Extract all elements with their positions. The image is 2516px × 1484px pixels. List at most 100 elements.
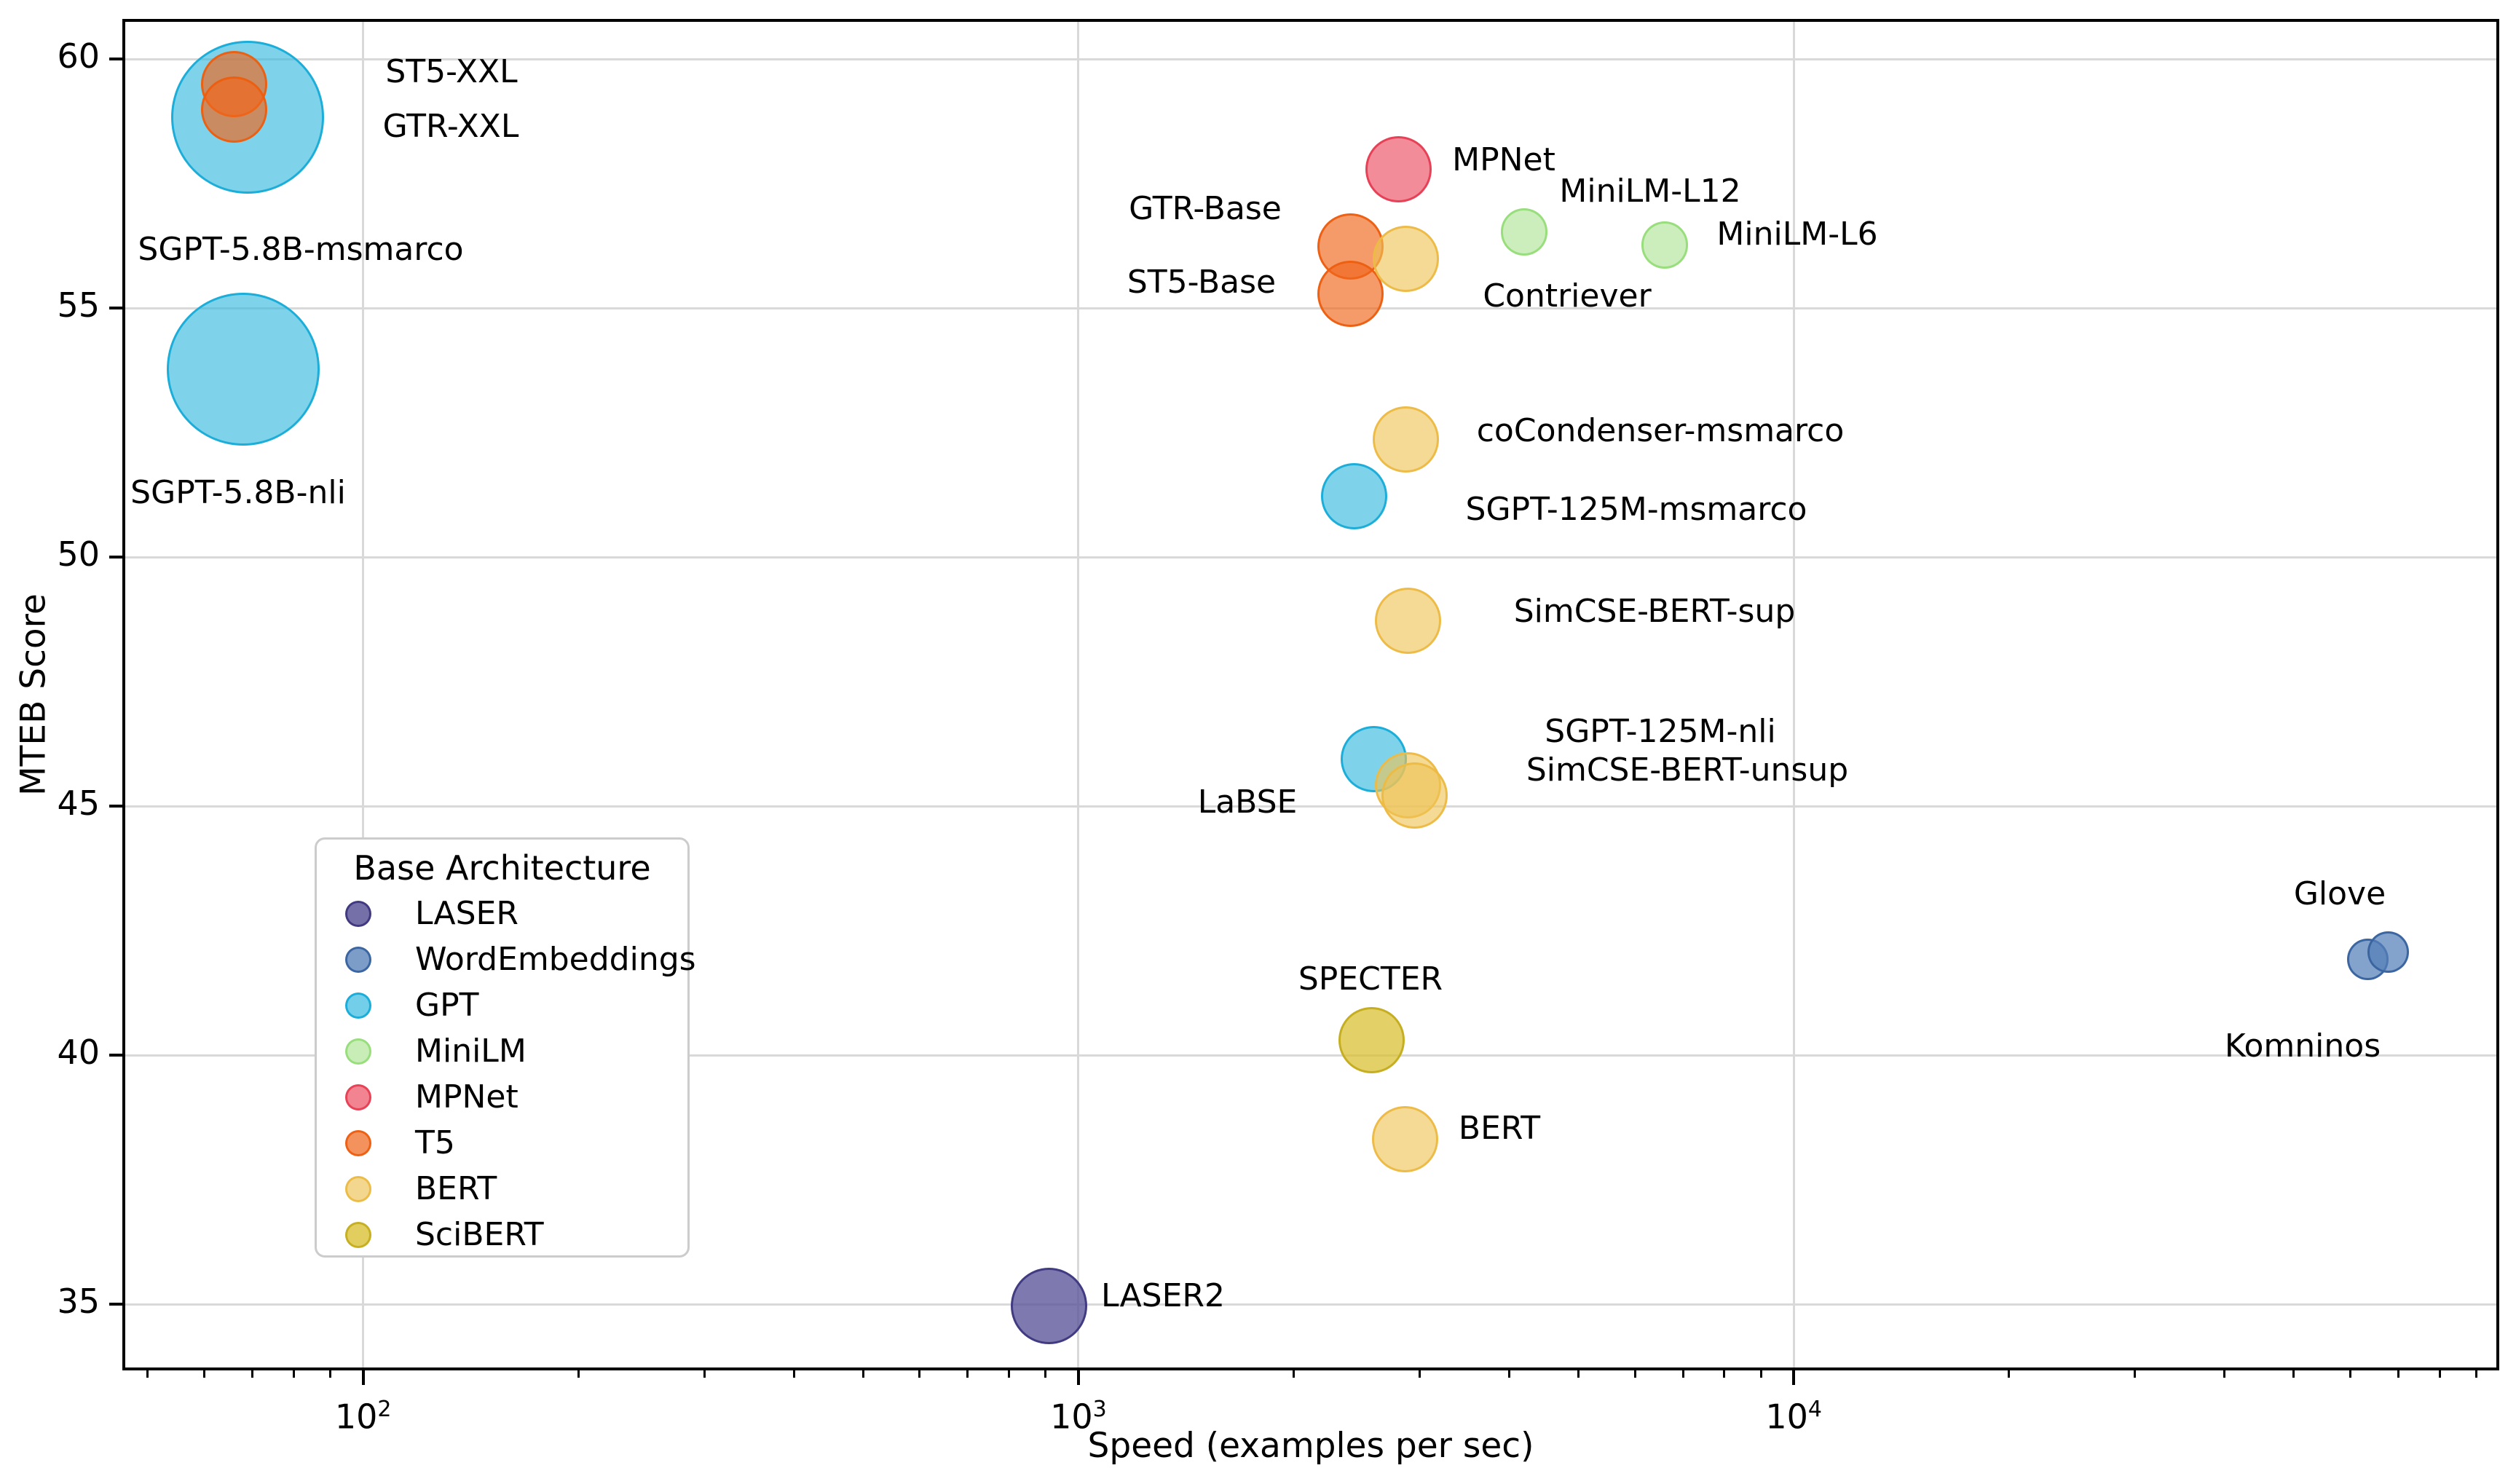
x-minor-tick-3000 <box>1419 1367 1421 1378</box>
y-tick-40 <box>109 1054 125 1057</box>
legend-item-label-minilm: MiniLM <box>415 1033 527 1070</box>
x-minor-tick-2000 <box>1293 1367 1296 1378</box>
y-tick-label-60: 60 <box>57 36 100 76</box>
legend-item-label-gpt: GPT <box>415 987 479 1024</box>
legend-item-t5: T5 <box>317 1124 692 1161</box>
bubble-specter <box>1338 1007 1405 1074</box>
model-label-mpnet: MPNet <box>1452 141 1555 178</box>
legend-item-laser: LASER <box>317 895 692 932</box>
y-tick-label-35: 35 <box>57 1282 100 1322</box>
y-tick-50 <box>109 556 125 559</box>
bubble-sgpt-5-8b-nli <box>167 293 320 446</box>
bubble-minilm-l6 <box>1641 221 1689 269</box>
bubble-gtr-xxl <box>200 76 267 143</box>
bubble-sgpt-125m-msmarco <box>1321 463 1388 530</box>
x-minor-tick-90000 <box>2474 1367 2477 1378</box>
y-tick-label-55: 55 <box>57 285 100 325</box>
x-tick-10000 <box>1792 1367 1796 1385</box>
x-minor-tick-300 <box>703 1367 706 1378</box>
x-minor-tick-600 <box>918 1367 921 1378</box>
x-minor-tick-500 <box>861 1367 864 1378</box>
model-label-st5-xxl: ST5-XXL <box>385 52 518 90</box>
gridline-v-100 <box>362 22 365 1367</box>
model-label-laser2: LASER2 <box>1101 1276 1225 1314</box>
legend-item-label-wordembeddings: WordEmbeddings <box>415 941 696 978</box>
x-minor-tick-80 <box>292 1367 295 1378</box>
legend-marker-gpt <box>345 992 371 1019</box>
model-label-gtr-base: GTR-Base <box>1129 189 1282 227</box>
y-tick-60 <box>109 58 125 61</box>
x-minor-tick-20000 <box>2008 1367 2011 1378</box>
legend-item-label-scibert: SciBERT <box>415 1216 544 1253</box>
legend-item-wordembeddings: WordEmbeddings <box>317 941 696 978</box>
x-minor-tick-90 <box>329 1367 332 1378</box>
legend-marker-bert <box>345 1176 371 1202</box>
model-label-sgpt-5-8b-msmarco: SGPT-5.8B-msmarco <box>138 230 464 268</box>
legend-item-label-laser: LASER <box>415 895 518 932</box>
x-minor-tick-200 <box>577 1367 580 1378</box>
x-minor-tick-80000 <box>2438 1367 2441 1378</box>
model-label-sgpt-125m-nli: SGPT-125M-nli <box>1545 712 1776 750</box>
legend-item-label-bert: BERT <box>415 1170 497 1207</box>
bubble-st5-base <box>1317 260 1384 327</box>
legend-item-label-t5: T5 <box>415 1124 455 1161</box>
x-minor-tick-60000 <box>2349 1367 2351 1378</box>
legend-marker-minilm <box>345 1038 371 1065</box>
x-minor-tick-60 <box>203 1367 206 1378</box>
bubble-komninos <box>2367 931 2410 973</box>
x-minor-tick-40000 <box>2223 1367 2226 1378</box>
x-minor-tick-700 <box>966 1367 969 1378</box>
bubble-minilm-l12 <box>1500 208 1548 256</box>
y-tick-35 <box>109 1303 125 1306</box>
legend-item-mpnet: MPNet <box>317 1078 692 1116</box>
gridline-h-40 <box>125 1054 2496 1057</box>
model-label-simcse-bert-sup: SimCSE-BERT-sup <box>1513 592 1796 630</box>
legend: Base Architecture LASER WordEmbeddings GPT… <box>315 837 696 1258</box>
model-label-bert: BERT <box>1458 1109 1541 1147</box>
model-label-sgpt-5-8b-nli: SGPT-5.8B-nli <box>130 473 346 511</box>
x-axis-label: Speed (examples per sec) <box>1087 1426 1534 1466</box>
gridline-h-45 <box>125 805 2496 808</box>
bubble-mpnet <box>1365 135 1432 202</box>
y-tick-45 <box>109 805 125 808</box>
y-tick-label-50: 50 <box>57 534 100 575</box>
bubble-labse <box>1381 762 1448 829</box>
x-minor-tick-4000 <box>1507 1367 1510 1378</box>
x-minor-tick-900 <box>1044 1367 1047 1378</box>
bubble-cocondenser-msmarco <box>1373 406 1440 473</box>
y-axis-label: MTEB Score <box>13 593 54 796</box>
x-minor-tick-9000 <box>1759 1367 1762 1378</box>
bubble-simcse-bert-sup <box>1375 588 1442 655</box>
bubble-laser2 <box>1011 1268 1088 1345</box>
legend-item-scibert: SciBERT <box>317 1216 692 1253</box>
x-tick-label-100: 102 <box>334 1397 392 1437</box>
x-minor-tick-30000 <box>2134 1367 2137 1378</box>
x-minor-tick-50 <box>146 1367 149 1378</box>
model-label-sgpt-125m-msmarco: SGPT-125M-msmarco <box>1465 490 1807 528</box>
x-minor-tick-800 <box>1008 1367 1011 1378</box>
legend-marker-wordembeddings <box>345 947 371 973</box>
x-tick-100 <box>361 1367 365 1385</box>
model-label-gtr-xxl: GTR-XXL <box>382 107 519 145</box>
model-label-contriever: Contriever <box>1483 277 1652 315</box>
model-label-cocondenser-msmarco: coCondenser-msmarco <box>1476 411 1845 449</box>
model-label-simcse-bert-unsup: SimCSE-BERT-unsup <box>1526 751 1849 789</box>
y-tick-55 <box>109 307 125 310</box>
gridline-h-35 <box>125 1303 2496 1306</box>
gridline-v-10000 <box>1792 22 1795 1367</box>
legend-item-bert: BERT <box>317 1170 692 1207</box>
legend-marker-laser <box>345 901 371 927</box>
bubble-bert <box>1371 1105 1438 1172</box>
model-label-glove: Glove <box>2293 875 2386 912</box>
model-label-minilm-l6: MiniLM-L6 <box>1716 215 1878 253</box>
gridline-h-60 <box>125 58 2496 60</box>
y-tick-label-45: 45 <box>57 784 100 824</box>
model-label-specter: SPECTER <box>1298 960 1443 998</box>
x-minor-tick-50000 <box>2292 1367 2295 1378</box>
x-minor-tick-5000 <box>1577 1367 1580 1378</box>
model-label-komninos: Komninos <box>2224 1027 2381 1065</box>
gridline-h-50 <box>125 556 2496 559</box>
legend-item-gpt: GPT <box>317 987 692 1024</box>
legend-marker-t5 <box>345 1130 371 1156</box>
